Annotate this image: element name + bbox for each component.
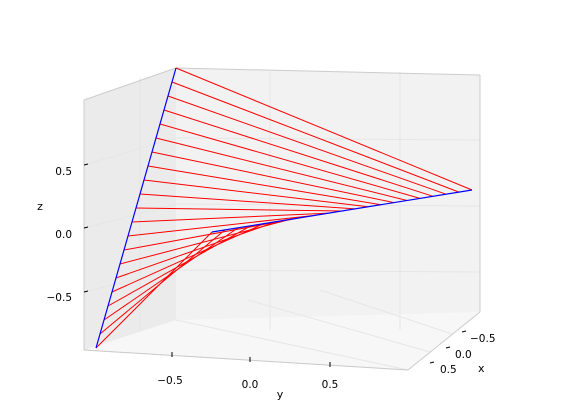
ruling-line xyxy=(127,214,317,237)
left-pane xyxy=(84,68,176,350)
edge-line xyxy=(95,67,177,349)
ruling-line xyxy=(139,193,356,210)
z-tick-label: 0.0 xyxy=(55,229,72,241)
ruling-line xyxy=(147,165,382,206)
axis-ticks xyxy=(83,163,467,367)
x-tick-label: −0.5 xyxy=(470,333,496,345)
ruling-line xyxy=(159,123,421,199)
y-axis-label: y xyxy=(277,388,284,401)
ruling-line xyxy=(135,207,343,212)
ruling-line xyxy=(143,179,369,208)
x-axis-label: x xyxy=(478,362,485,375)
pane-borders xyxy=(83,67,481,371)
y-tick-label: 0.0 xyxy=(242,379,259,391)
ruling-line xyxy=(119,218,291,265)
ruling-line xyxy=(115,221,278,279)
ruling-line xyxy=(163,109,434,197)
ruling-line xyxy=(123,216,304,251)
edge-lines xyxy=(95,67,473,349)
ruling-line xyxy=(131,212,330,223)
edge-line xyxy=(211,189,473,233)
floor-pane xyxy=(84,312,480,370)
ruling-line xyxy=(171,81,460,193)
z-tick-label: −0.5 xyxy=(47,292,73,304)
ruling-lines xyxy=(95,67,473,349)
z-tick-label: 0.5 xyxy=(55,166,72,178)
ruling-line xyxy=(155,137,408,201)
ruling-line xyxy=(167,95,447,195)
y-tick-label: −0.5 xyxy=(157,375,183,387)
y-tick-label: 0.5 xyxy=(322,379,339,391)
ruling-line xyxy=(151,151,395,204)
z-axis-label: z xyxy=(37,200,43,213)
ruling-line xyxy=(175,67,473,191)
x-tick-label: 0.0 xyxy=(455,349,472,361)
x-tick-label: 0.5 xyxy=(440,364,457,376)
